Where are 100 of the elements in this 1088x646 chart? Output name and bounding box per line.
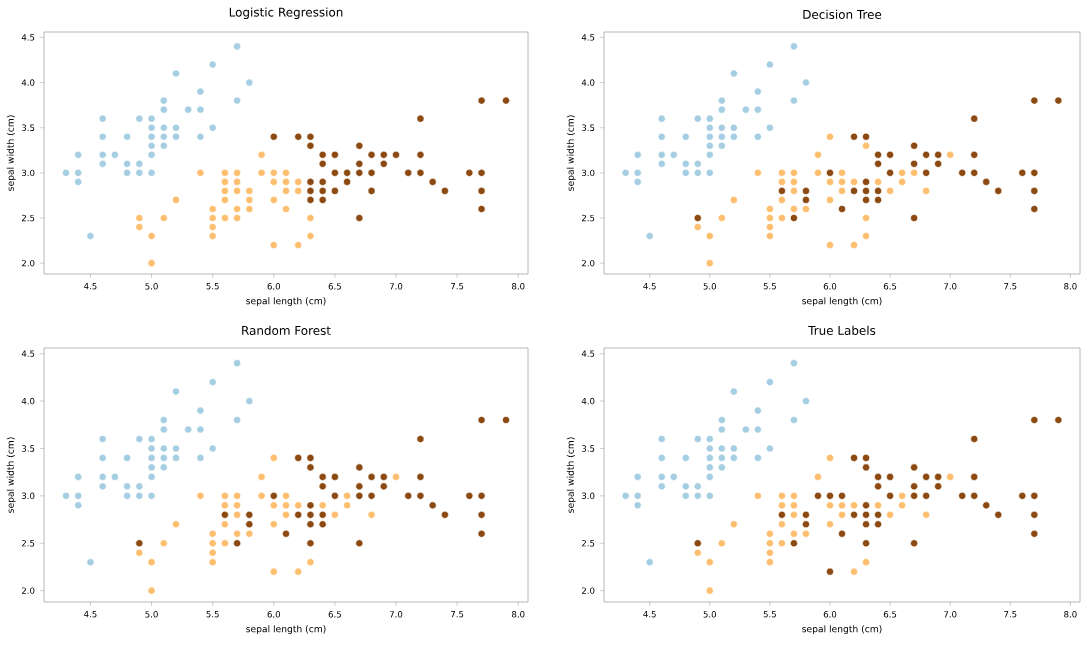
point	[196, 406, 205, 415]
point	[790, 539, 798, 548]
point	[886, 510, 894, 519]
point	[172, 196, 180, 204]
point	[98, 159, 107, 168]
point	[621, 491, 630, 500]
point	[633, 491, 642, 500]
point	[86, 558, 95, 567]
point	[282, 501, 290, 510]
point	[233, 529, 241, 538]
point	[208, 232, 217, 240]
point	[862, 214, 870, 222]
point	[850, 510, 858, 519]
point	[1030, 187, 1039, 195]
point	[838, 510, 846, 519]
point	[306, 187, 315, 195]
point	[257, 168, 266, 177]
point	[766, 205, 774, 213]
point	[874, 520, 882, 529]
point	[741, 425, 750, 434]
point	[693, 114, 702, 123]
point	[1054, 416, 1063, 424]
point	[208, 378, 217, 386]
point	[294, 187, 303, 195]
point	[318, 501, 327, 510]
point	[269, 241, 278, 249]
point	[294, 454, 303, 462]
point	[802, 510, 810, 519]
point	[221, 520, 229, 529]
point	[441, 510, 449, 519]
point	[221, 187, 229, 195]
point	[657, 114, 666, 123]
point	[123, 159, 131, 168]
point	[208, 548, 217, 557]
point	[778, 196, 786, 204]
point	[355, 482, 364, 491]
point	[269, 501, 278, 510]
point	[135, 482, 144, 491]
point	[838, 168, 846, 177]
point	[208, 558, 217, 567]
point	[159, 96, 168, 105]
point	[922, 510, 931, 519]
point	[874, 482, 882, 491]
point	[441, 187, 449, 195]
point	[269, 567, 278, 576]
point	[318, 473, 327, 481]
point	[208, 205, 217, 213]
point	[886, 473, 894, 481]
point	[111, 473, 119, 481]
point	[826, 241, 834, 249]
point	[306, 454, 315, 462]
point	[717, 96, 726, 105]
point	[306, 558, 315, 567]
point	[233, 205, 241, 213]
point	[934, 482, 943, 491]
point	[221, 510, 229, 519]
point	[790, 214, 798, 222]
point	[1030, 491, 1039, 500]
point	[946, 473, 955, 481]
point	[705, 168, 714, 177]
point	[282, 510, 290, 519]
point	[753, 168, 762, 177]
point	[766, 378, 774, 386]
point	[862, 196, 870, 204]
point	[135, 114, 144, 123]
point	[874, 187, 882, 195]
point	[753, 406, 762, 415]
point	[862, 463, 870, 472]
point	[172, 123, 180, 132]
point	[355, 491, 364, 500]
point	[159, 454, 168, 462]
point	[392, 150, 400, 159]
point	[465, 491, 474, 500]
point	[982, 501, 991, 510]
point	[850, 187, 858, 195]
point	[477, 491, 486, 500]
point	[98, 454, 107, 462]
point	[717, 141, 726, 150]
point	[886, 150, 894, 159]
point	[306, 501, 315, 510]
point	[802, 187, 810, 195]
point	[379, 482, 388, 491]
point	[1030, 168, 1039, 177]
point	[477, 510, 486, 519]
point	[221, 178, 229, 186]
point	[850, 501, 858, 510]
point	[367, 510, 376, 519]
point	[428, 178, 437, 186]
point	[355, 463, 364, 472]
point	[147, 114, 156, 123]
point	[838, 491, 846, 500]
point	[318, 520, 327, 529]
point	[306, 132, 315, 141]
point	[147, 435, 156, 443]
point	[233, 178, 241, 186]
point	[669, 150, 678, 159]
point	[705, 435, 714, 443]
point	[633, 168, 642, 177]
point	[208, 214, 217, 222]
point	[705, 232, 714, 240]
